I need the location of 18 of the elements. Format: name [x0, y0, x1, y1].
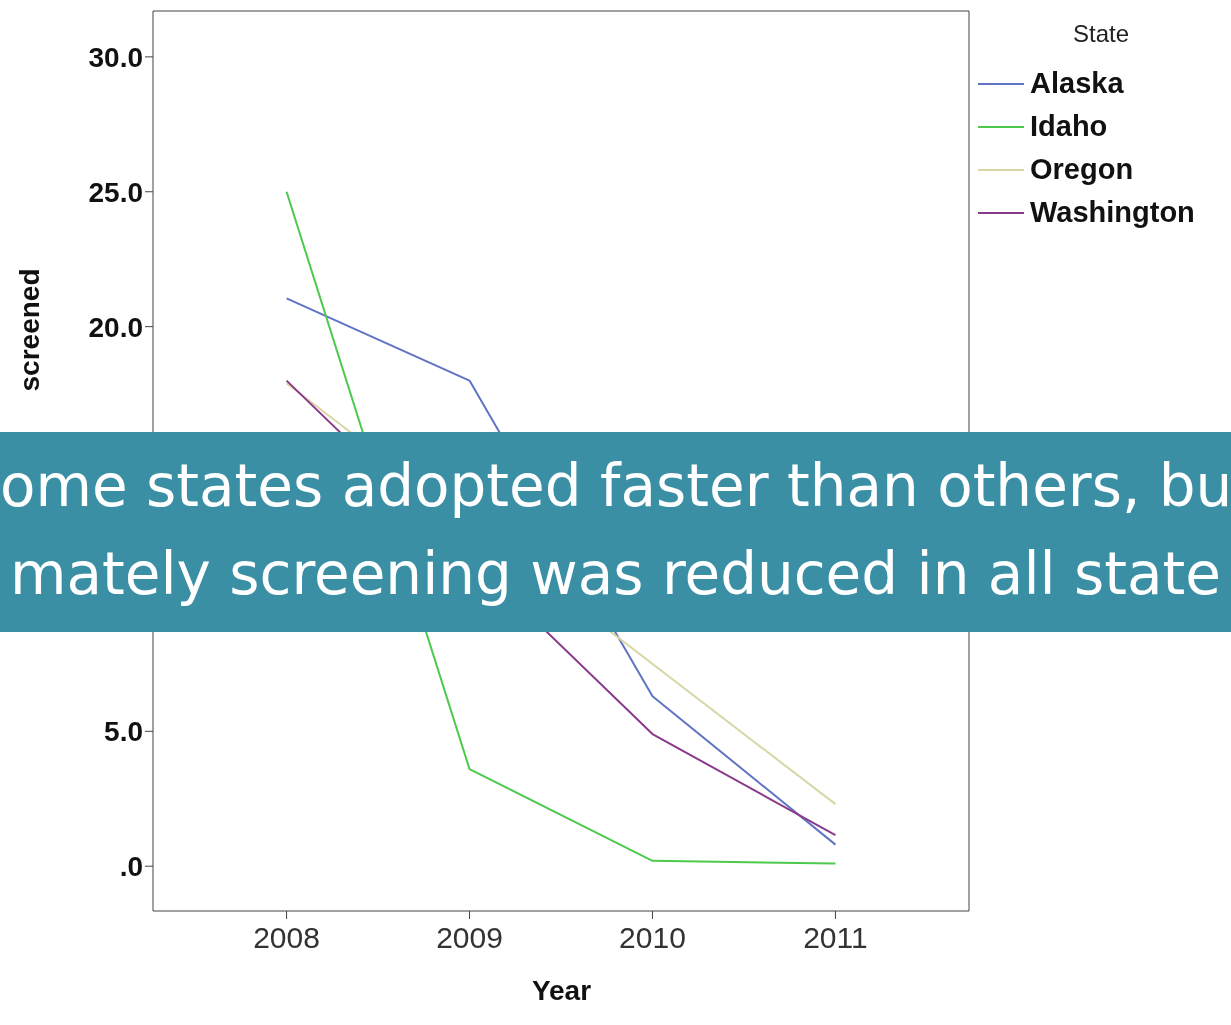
x-tick-label: 2010 — [619, 921, 686, 955]
y-tick-label: 20.0 — [88, 311, 143, 343]
x-tick-label: 2008 — [253, 921, 320, 955]
legend-label: Alaska — [1030, 67, 1124, 100]
annotation: mately screening was reduced in all state — [9, 539, 1222, 610]
y-tick-label: .0 — [119, 851, 143, 883]
y-tick-label: 25.0 — [88, 176, 143, 208]
y-tick-label: 30.0 — [88, 41, 143, 73]
y-tick-label: 5.0 — [104, 716, 143, 748]
x-axis-title: Year — [530, 975, 593, 1007]
y-axis-title: screened — [14, 268, 46, 392]
x-tick-label: 2009 — [436, 921, 503, 955]
legend-title: State — [1071, 20, 1130, 48]
annotation: ome states adopted faster than others, bu — [0, 451, 1231, 522]
x-tick-label: 2011 — [803, 921, 868, 955]
legend-label: Oregon — [1030, 153, 1134, 186]
legend-label: Washington — [1030, 196, 1195, 229]
legend-label: Idaho — [1030, 110, 1108, 143]
